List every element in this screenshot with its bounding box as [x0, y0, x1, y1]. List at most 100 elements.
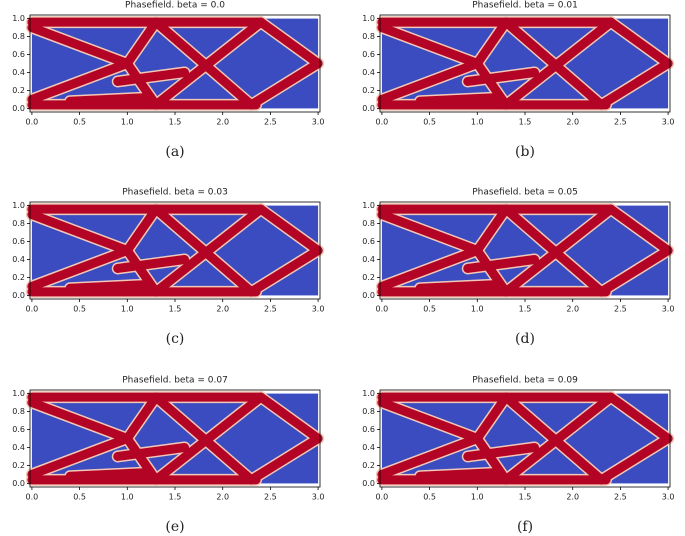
x-tick-label: 3.0: [662, 118, 675, 127]
structure: [377, 59, 482, 104]
caption: (f): [517, 519, 533, 535]
x-tick-label: 0.0: [376, 493, 389, 502]
y-tick-label: 0.4: [362, 255, 375, 264]
x-tick-label: 1.0: [121, 493, 134, 502]
y-tick-label: 1.0: [12, 14, 25, 23]
y-tick-label: 0.2: [362, 461, 375, 470]
x-tick-label: 1.5: [169, 305, 182, 314]
structure: [501, 392, 616, 485]
structure: [246, 59, 323, 110]
panel-title: Phasefield. beta = 0.07: [122, 376, 228, 386]
x-tick-label: 3.0: [312, 493, 325, 502]
structure: [472, 17, 511, 68]
y-tick-label: 0.6: [12, 425, 25, 434]
structure: [113, 442, 190, 461]
structure: [151, 392, 266, 485]
x-tick-label: 2.0: [216, 118, 229, 127]
structure: [596, 59, 673, 110]
structure: [501, 17, 616, 110]
x-tick-label: 2.5: [614, 493, 627, 502]
panel-title: Phasefield. beta = 0.09: [472, 376, 578, 386]
structure: [27, 434, 132, 479]
x-tick-label: 1.0: [471, 118, 484, 127]
panel-title: Phasefield. beta = 0.03: [122, 188, 228, 198]
y-tick-label: 0.8: [362, 407, 375, 416]
structure: [472, 392, 511, 443]
y-tick-label: 0.8: [12, 219, 25, 228]
y-tick-label: 0.4: [12, 443, 25, 452]
y-tick-label: 0.8: [362, 219, 375, 228]
structure: [65, 280, 151, 293]
x-tick-label: 2.5: [614, 118, 627, 127]
x-tick-label: 0.5: [73, 493, 86, 502]
x-tick-label: 0.0: [26, 493, 39, 502]
structure: [27, 210, 132, 255]
x-tick-label: 2.0: [216, 493, 229, 502]
caption: (d): [515, 331, 535, 347]
structure: [122, 434, 161, 485]
structure: [415, 468, 501, 481]
structure: [463, 254, 540, 273]
y-tick-label: 1.0: [362, 201, 375, 210]
y-tick-label: 0.2: [12, 461, 25, 470]
x-tick-label: 2.5: [264, 305, 277, 314]
x-tick-label: 0.5: [423, 493, 436, 502]
x-tick-label: 2.0: [216, 305, 229, 314]
structure: [256, 17, 323, 68]
x-tick-label: 2.5: [614, 305, 627, 314]
y-tick-label: 0.2: [12, 273, 25, 282]
structure: [27, 398, 132, 443]
x-tick-label: 0.0: [26, 118, 39, 127]
y-tick-label: 0.6: [12, 50, 25, 59]
structure: [472, 246, 511, 297]
y-tick-label: 0.6: [12, 237, 25, 246]
structure: [246, 246, 323, 297]
x-tick-label: 3.0: [312, 118, 325, 127]
structure: [27, 246, 132, 291]
x-tick-label: 0.0: [376, 118, 389, 127]
x-tick-label: 0.5: [73, 118, 86, 127]
structure: [415, 280, 501, 293]
structure: [65, 93, 151, 106]
x-tick-label: 2.0: [566, 493, 579, 502]
structure: [113, 67, 190, 86]
y-tick-label: 0.8: [12, 32, 25, 41]
structure: [415, 93, 501, 106]
x-tick-label: 3.0: [312, 305, 325, 314]
y-tick-label: 1.0: [362, 14, 375, 23]
x-tick-label: 0.5: [423, 305, 436, 314]
structure: [113, 254, 190, 273]
x-tick-label: 1.5: [519, 118, 532, 127]
x-tick-label: 2.0: [566, 118, 579, 127]
y-tick-label: 0.0: [362, 479, 375, 488]
structure: [377, 398, 482, 443]
caption: (c): [166, 331, 185, 347]
structure: [122, 204, 161, 255]
structure: [377, 23, 482, 68]
y-tick-label: 1.0: [12, 389, 25, 398]
y-tick-label: 0.0: [362, 291, 375, 300]
y-tick-label: 0.0: [12, 291, 25, 300]
caption: (a): [165, 144, 184, 160]
y-tick-label: 0.0: [12, 104, 25, 113]
structure: [122, 246, 161, 297]
x-tick-label: 3.0: [662, 305, 675, 314]
x-tick-label: 1.0: [471, 493, 484, 502]
y-tick-label: 0.4: [362, 443, 375, 452]
x-tick-label: 2.0: [566, 305, 579, 314]
y-tick-label: 0.6: [362, 50, 375, 59]
panel-title: Phasefield. beta = 0.01: [472, 1, 578, 11]
x-tick-label: 1.5: [169, 493, 182, 502]
x-tick-label: 0.0: [376, 305, 389, 314]
y-tick-label: 0.2: [362, 273, 375, 282]
caption: (e): [165, 519, 184, 535]
x-tick-label: 2.5: [264, 493, 277, 502]
x-tick-label: 1.0: [121, 305, 134, 314]
x-tick-label: 0.0: [26, 305, 39, 314]
structure: [596, 434, 673, 485]
y-tick-label: 0.4: [12, 68, 25, 77]
structure: [27, 23, 132, 68]
x-tick-label: 3.0: [662, 493, 675, 502]
structure: [606, 392, 673, 443]
